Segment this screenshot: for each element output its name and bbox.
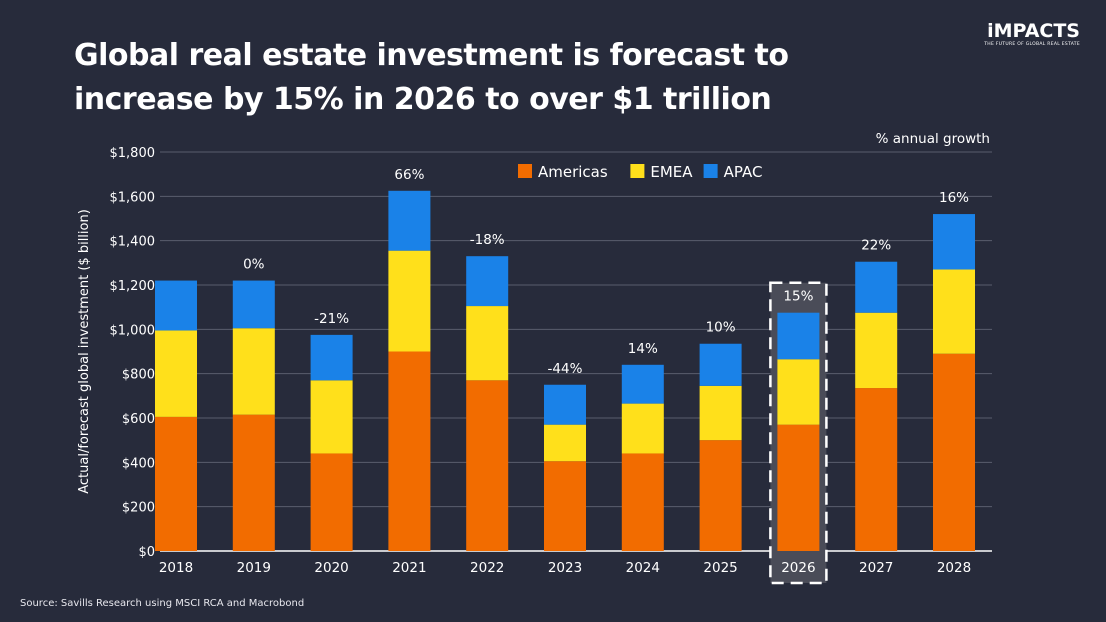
impacts-logo: iMPACTS THE FUTURE OF GLOBAL REAL ESTATE — [984, 20, 1080, 47]
bar-americas-2025 — [699, 440, 742, 551]
y-tick-label: $800 — [122, 368, 155, 383]
bar-americas-2027 — [855, 388, 898, 551]
bar-emea-2025 — [699, 385, 742, 441]
bar-americas-2026 — [777, 424, 820, 551]
bar-americas-2021 — [388, 351, 431, 551]
bar-americas-2019 — [232, 414, 275, 551]
growth-label-2027: 22% — [861, 238, 891, 254]
title-line-2: increase by 15% in 2026 to over $1 trill… — [74, 82, 772, 117]
x-tick-label: 2023 — [548, 560, 582, 576]
bar-apac-2021 — [388, 190, 431, 251]
y-tick-label: $1,200 — [110, 279, 156, 294]
y-tick-label: $600 — [122, 412, 155, 427]
y-tick-label: $400 — [122, 456, 155, 471]
x-tick-label: 2027 — [859, 560, 893, 576]
growth-label-2028: 16% — [939, 190, 969, 206]
x-tick-label: 2025 — [703, 560, 737, 576]
growth-label-2026: 15% — [783, 289, 813, 305]
source-note: Source: Savills Research using MSCI RCA … — [20, 598, 305, 609]
chart-title: Global real estate investment is forecas… — [74, 34, 789, 122]
bar-emea-2027 — [855, 312, 898, 389]
growth-label-2023: -44% — [548, 361, 583, 377]
x-tick-label: 2024 — [626, 560, 660, 576]
bar-emea-2020 — [310, 380, 353, 454]
title-line-1: Global real estate investment is forecas… — [74, 38, 789, 73]
logo-text: iMPACTS — [987, 20, 1080, 42]
bar-apac-2018 — [155, 280, 197, 331]
bar-apac-2025 — [699, 343, 742, 386]
bar-emea-2028 — [933, 269, 975, 354]
legend-label-apac: APAC — [724, 163, 763, 181]
highlight-dashed-border — [769, 281, 828, 585]
y-tick-label: $1,800 — [110, 146, 156, 161]
growth-label-2024: 14% — [628, 341, 658, 357]
x-tick-label: 2026 — [781, 560, 815, 576]
bar-apac-2019 — [232, 280, 275, 329]
bar-apac-2024 — [621, 364, 664, 404]
y-tick-label: $1,400 — [110, 235, 156, 250]
bar-apac-2020 — [310, 334, 353, 381]
y-tick-label: $1,600 — [110, 190, 156, 205]
growth-label-2019: 0% — [243, 257, 265, 273]
y-axis-label: Actual/forecast global investment ($ bil… — [77, 209, 92, 494]
bar-americas-2018 — [155, 416, 197, 551]
bar-emea-2026 — [777, 359, 820, 425]
x-tick-label: 2018 — [159, 560, 193, 576]
y-tick-label: $1,000 — [110, 323, 156, 338]
logo-tagline: THE FUTURE OF GLOBAL REAL ESTATE — [984, 42, 1080, 47]
bar-americas-2022 — [466, 380, 509, 551]
bar-americas-2024 — [621, 453, 664, 551]
growth-label: % annual growth — [876, 131, 990, 147]
bar-apac-2028 — [933, 214, 975, 270]
legend-swatch-americas — [518, 164, 532, 178]
bar-emea-2023 — [544, 424, 586, 462]
legend-swatch-emea — [630, 164, 645, 178]
x-tick-label: 2028 — [937, 560, 971, 576]
bar-apac-2022 — [466, 256, 509, 307]
x-tick-label: 2021 — [392, 560, 426, 576]
growth-label-2020: -21% — [314, 311, 349, 327]
growth-label-2022: -18% — [470, 232, 505, 248]
y-tick-label: $200 — [122, 501, 155, 516]
growth-label-2025: 10% — [706, 320, 736, 336]
bar-apac-2023 — [544, 384, 586, 425]
legend-label-emea: EMEA — [650, 163, 693, 181]
y-tick-label: $0 — [138, 545, 155, 560]
legend-swatch-apac — [703, 164, 718, 178]
x-tick-label: 2020 — [314, 560, 348, 576]
bar-emea-2024 — [621, 403, 664, 454]
x-tick-label: 2022 — [470, 560, 504, 576]
legend-label-americas: Americas — [538, 163, 608, 181]
bar-emea-2018 — [155, 330, 197, 417]
bar-emea-2022 — [466, 306, 509, 381]
bar-americas-2020 — [310, 453, 353, 551]
growth-label-2021: 66% — [394, 167, 424, 183]
bar-apac-2026 — [777, 312, 820, 360]
bar-americas-2023 — [544, 461, 586, 551]
bar-apac-2027 — [855, 261, 898, 313]
bar-emea-2021 — [388, 250, 431, 352]
x-tick-label: 2019 — [237, 560, 271, 576]
bar-americas-2028 — [933, 353, 975, 551]
bar-emea-2019 — [232, 328, 275, 415]
